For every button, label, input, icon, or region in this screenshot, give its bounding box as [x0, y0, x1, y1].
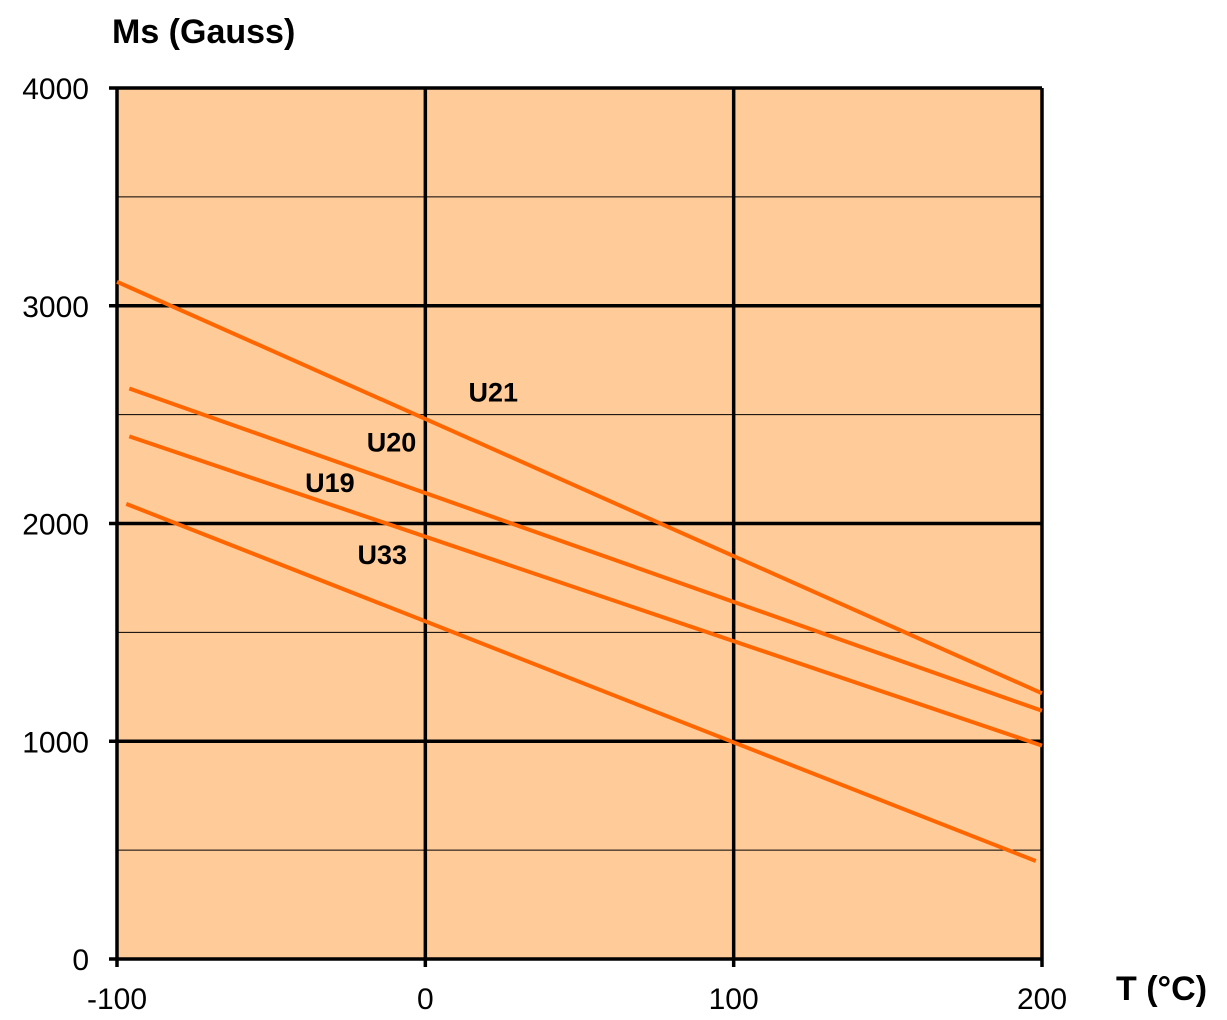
x-tick-label: 100	[709, 983, 759, 1015]
x-tick-label: 0	[417, 983, 434, 1015]
tick-labels: 0 1000 2000 3000 4000 -100 0 100 200	[22, 73, 1067, 1016]
series-label-u21: U21	[469, 378, 519, 408]
series-line-u21	[116, 279, 1043, 696]
series-label-u19: U19	[305, 468, 355, 498]
minor-gridlines	[117, 196, 1042, 851]
series-line-u33	[125, 502, 1037, 863]
y-axis-title: Ms (Gauss)	[112, 13, 295, 51]
x-axis-title: T (°C)	[1116, 970, 1207, 1008]
series-line-u19	[128, 434, 1043, 748]
major-gridlines	[109, 86, 1044, 967]
y-tick-label: 4000	[22, 73, 89, 106]
y-tick-label: 2000	[22, 509, 89, 542]
y-tick-label: 3000	[22, 291, 89, 324]
series-label-u33: U33	[358, 540, 408, 570]
series-line-u20	[128, 386, 1043, 713]
x-tick-label: -100	[87, 983, 147, 1015]
y-tick-label: 0	[72, 944, 89, 977]
series-label-u20: U20	[367, 428, 417, 458]
x-tick-label: 200	[1017, 983, 1067, 1015]
series-lines	[116, 279, 1043, 863]
series-labels: U21 U20 U19 U33	[305, 378, 518, 570]
y-tick-label: 1000	[22, 726, 89, 759]
